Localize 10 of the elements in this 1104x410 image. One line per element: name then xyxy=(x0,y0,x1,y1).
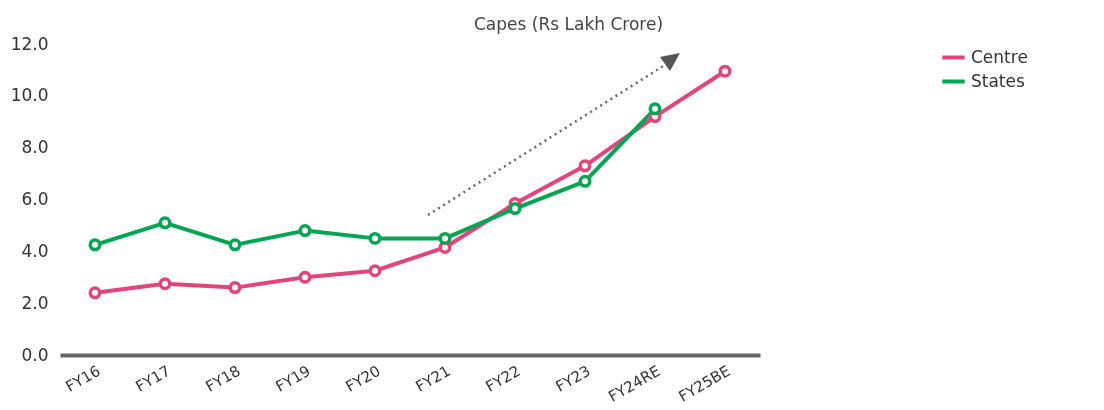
y-tick-label: 10.0 xyxy=(10,85,49,106)
y-tick-label: 4.0 xyxy=(21,240,49,261)
y-tick-label: 2.0 xyxy=(21,292,49,313)
y-tick-label: 0.0 xyxy=(21,344,49,365)
y-tick-label: 12.0 xyxy=(10,33,49,54)
legend-label: States xyxy=(971,70,1025,91)
text: Capes (Rs Lakh Crore) xyxy=(474,14,664,34)
y-tick-label: 6.0 xyxy=(21,189,49,209)
legend-label: Centre xyxy=(971,46,1028,67)
y-tick-label: 8.0 xyxy=(21,137,49,158)
